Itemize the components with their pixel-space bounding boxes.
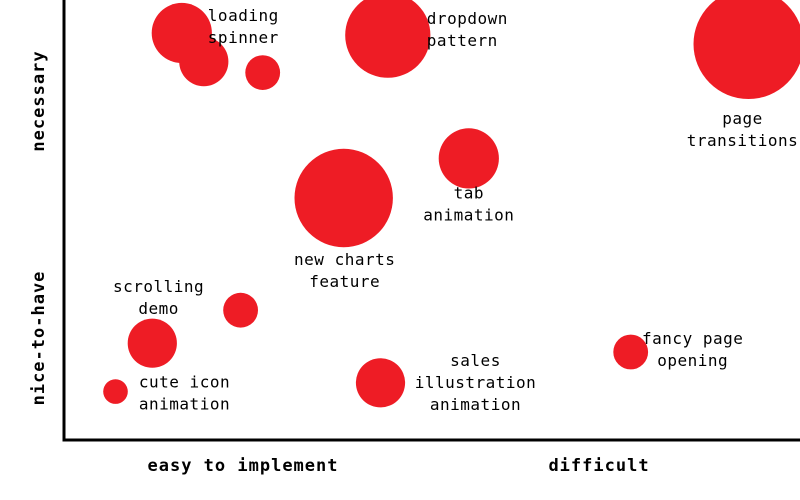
bubble[interactable] [693, 0, 800, 99]
bubble[interactable] [613, 334, 649, 370]
x-axis-label-high: difficult [548, 456, 649, 476]
bubble-label: loading spinner [208, 6, 279, 47]
bubble[interactable] [127, 318, 177, 368]
axes: easy to implement difficult necessary ni… [29, 0, 800, 476]
bubble-label-line: pattern [427, 31, 498, 50]
bubble-label: cute icon animation [139, 373, 230, 414]
bubble[interactable] [355, 358, 406, 408]
bubble-label-line: new charts [294, 250, 395, 269]
bubble-label-line: dropdown [427, 9, 508, 28]
bubble-label: sales illustration animation [415, 351, 537, 414]
bubble-label: scrolling demo [113, 277, 204, 318]
bubble-label-line: animation [139, 395, 230, 414]
y-axis-label-low: nice-to-have [29, 271, 49, 406]
y-axis-label-high: necessary [29, 50, 49, 151]
bubble-label-line: tab [454, 183, 484, 202]
bubble[interactable] [345, 0, 431, 78]
bubble[interactable] [103, 379, 128, 404]
bubble-label-line: illustration [415, 373, 537, 392]
bubble-label-line: feature [309, 272, 380, 291]
bubble-label-line: page [722, 109, 763, 128]
bubble-label: page transitions [687, 109, 798, 150]
bubble[interactable] [179, 37, 229, 87]
bubble-label-line: fancy page [642, 329, 743, 348]
bubble[interactable] [438, 128, 499, 189]
bubble-label-line: spinner [208, 28, 279, 47]
bubble-label-line: animation [423, 205, 514, 224]
bubbles [103, 0, 800, 408]
bubble-label-line: cute icon [139, 373, 230, 392]
bubble-label-line: opening [657, 351, 728, 370]
bubble-label-line: loading [208, 6, 279, 25]
bubble-label: dropdown pattern [427, 9, 508, 50]
bubble-label-line: transitions [687, 131, 798, 150]
x-axis-label-low: easy to implement [148, 456, 339, 476]
bubble-label: new charts feature [294, 250, 395, 291]
bubble[interactable] [294, 148, 393, 248]
bubble[interactable] [245, 55, 281, 90]
point-labels: loading spinner dropdown pattern page transit… [113, 6, 798, 414]
bubble-label-line: demo [138, 299, 179, 318]
bubble-label-line: sales [450, 351, 501, 370]
bubble[interactable] [223, 292, 258, 328]
bubble-label: fancy page opening [642, 329, 743, 370]
bubble-label-line: scrolling [113, 277, 204, 296]
bubble-label-line: animation [430, 395, 521, 414]
bubble-label: tab animation [423, 183, 514, 224]
